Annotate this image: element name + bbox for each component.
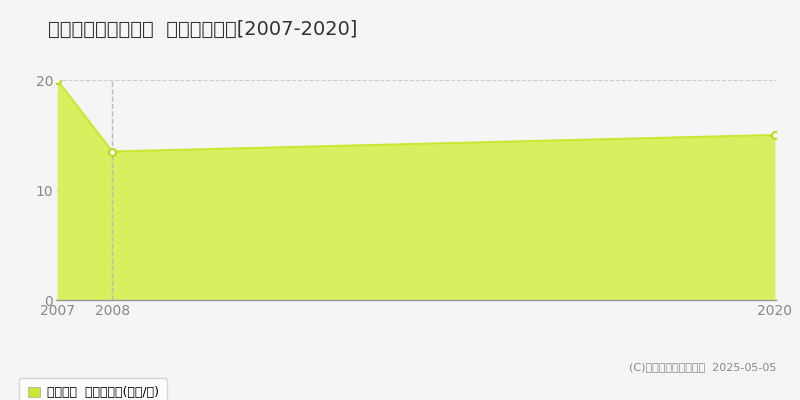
Legend: 土地価格  平均坪単価(万円/坪): 土地価格 平均坪単価(万円/坪) bbox=[19, 378, 167, 400]
Text: 加古川市別府町本町  土地価格推移[2007-2020]: 加古川市別府町本町 土地価格推移[2007-2020] bbox=[48, 20, 358, 39]
Text: (C)土地価格ドットコム  2025-05-05: (C)土地価格ドットコム 2025-05-05 bbox=[629, 362, 776, 372]
